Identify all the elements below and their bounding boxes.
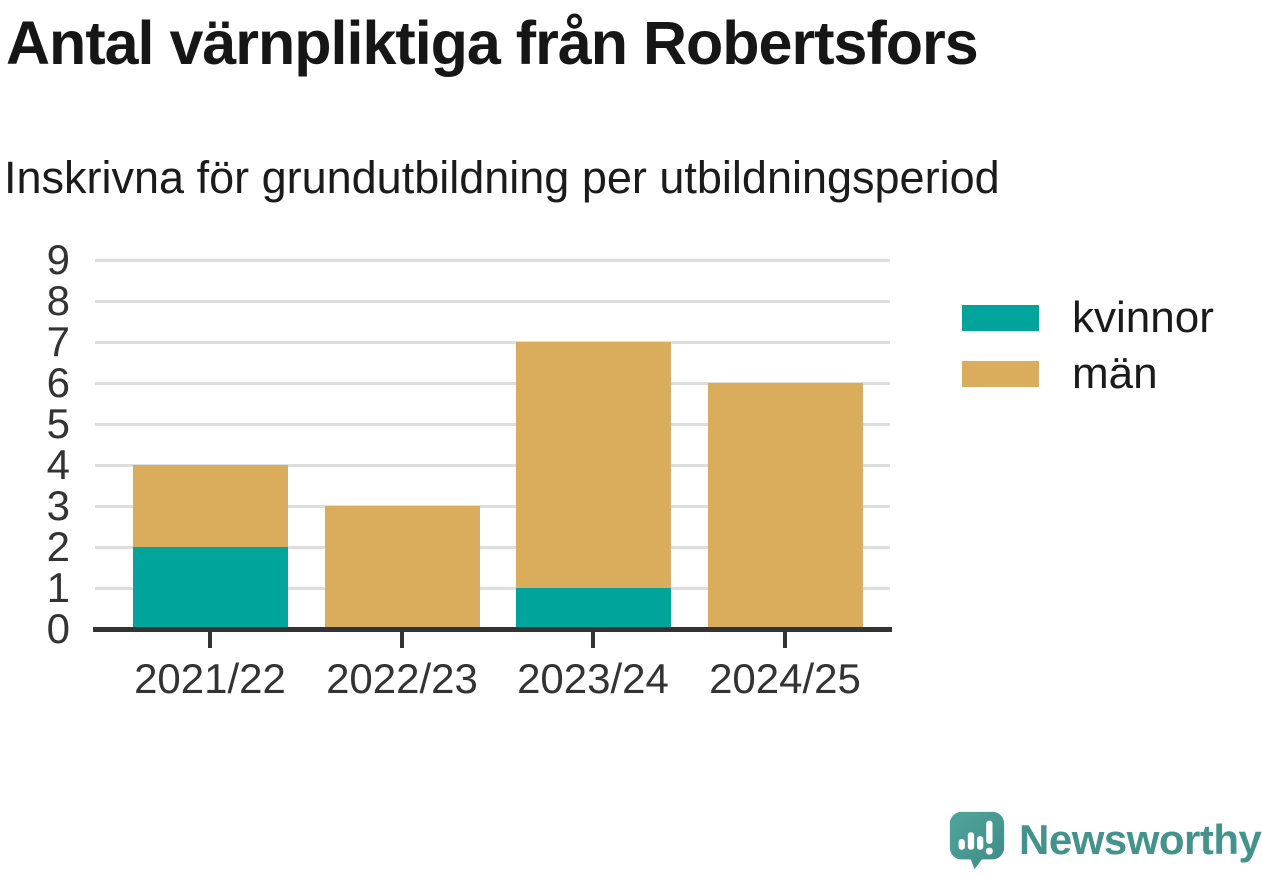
gridline-9 xyxy=(95,258,890,262)
legend-swatch-kvinnor xyxy=(962,305,1039,331)
y-tick-label: 3 xyxy=(46,482,70,529)
chart-subtitle: Inskrivna för grundutbildning per utbild… xyxy=(4,152,1000,203)
gridline-6 xyxy=(95,381,890,385)
x-tick-label: 2021/22 xyxy=(134,655,286,702)
legend-item-kvinnor: kvinnor xyxy=(962,296,1214,340)
gridline-2 xyxy=(95,545,890,549)
x-tick xyxy=(591,632,595,648)
y-tick-label: 2 xyxy=(46,523,70,570)
gridline-7 xyxy=(95,340,890,344)
brand-footer: Newsworthy xyxy=(946,808,1262,872)
y-tick-label: 4 xyxy=(46,441,70,488)
legend-item-män: män xyxy=(962,352,1214,396)
bar-segment-2021/22-män xyxy=(132,465,288,547)
newsworthy-logo-icon xyxy=(949,811,1005,870)
bar-segment-2023/24-kvinnor xyxy=(515,588,671,629)
newsworthy-logo-text: Newsworthy xyxy=(1019,816,1262,863)
x-tick-label: 2022/23 xyxy=(326,655,478,702)
x-tick xyxy=(783,632,787,648)
x-tick-label: 2023/24 xyxy=(517,655,669,702)
gridline-1 xyxy=(95,586,890,590)
gridline-5 xyxy=(95,422,890,426)
bar-segment-2021/22-kvinnor xyxy=(132,547,288,629)
legend-label-kvinnor: kvinnor xyxy=(1072,293,1214,342)
x-tick xyxy=(208,632,212,648)
chart-title: Antal värnpliktiga från Robertsfors xyxy=(6,9,979,77)
y-tick-label: 8 xyxy=(46,277,70,324)
gridline-3 xyxy=(95,504,890,508)
gridline-4 xyxy=(95,463,890,467)
y-tick-label: 5 xyxy=(46,400,70,447)
legend-swatch-män xyxy=(962,361,1039,387)
y-tick-label: 7 xyxy=(46,318,70,365)
y-tick-label: 6 xyxy=(46,359,70,406)
bar-segment-2023/24-män xyxy=(515,342,671,588)
y-tick-label: 1 xyxy=(46,564,70,611)
gridline-8 xyxy=(95,299,890,303)
y-tick-label: 0 xyxy=(46,605,70,652)
x-axis-line xyxy=(93,627,892,632)
bar-segment-2024/25-män xyxy=(707,383,863,629)
x-tick-label: 2024/25 xyxy=(709,655,861,702)
bar-segment-2022/23-män xyxy=(324,506,480,629)
y-tick-label: 9 xyxy=(46,236,70,283)
legend-label-män: män xyxy=(1072,349,1158,398)
legend: kvinnor män xyxy=(962,296,1214,417)
x-tick xyxy=(400,632,404,648)
